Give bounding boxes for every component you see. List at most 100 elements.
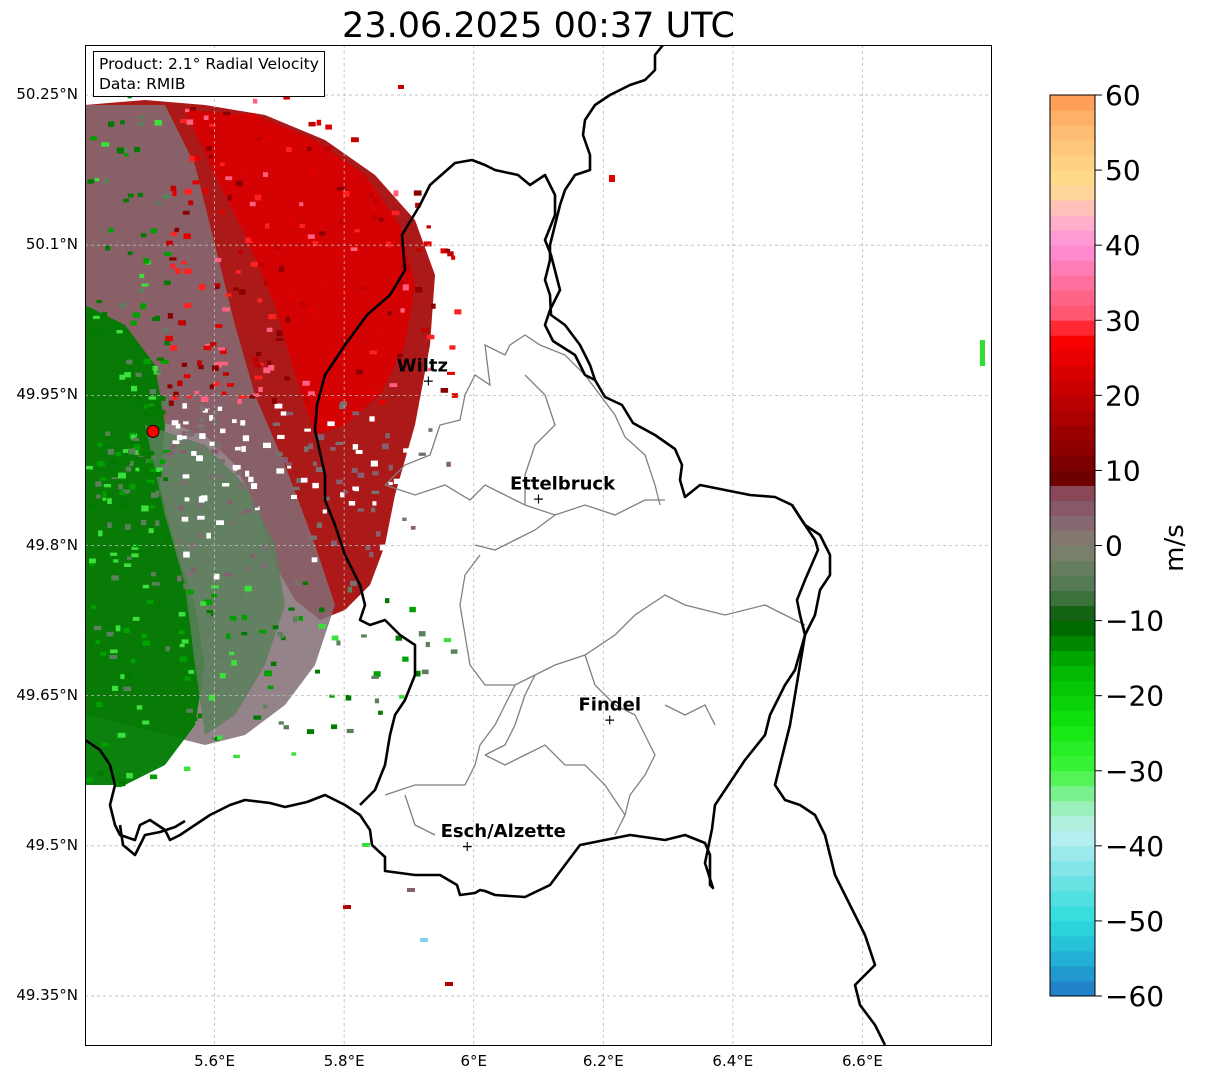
colorbar-cell xyxy=(1050,860,1095,877)
colorbar-tick-label: 30 xyxy=(1105,304,1141,337)
city-name: Wiltz xyxy=(397,355,448,376)
colorbar-cell xyxy=(1050,695,1095,712)
colorbar-cell xyxy=(1050,620,1095,637)
lat-tick-label: 50.1°N xyxy=(25,235,78,254)
city-marker-icon: + xyxy=(604,713,616,729)
city-marker-icon: + xyxy=(422,373,434,389)
colorbar-cell xyxy=(1050,275,1095,291)
product-label: Product: 2.1° Radial Velocity xyxy=(99,55,319,73)
data-source-label: Data: RMIB xyxy=(99,75,186,93)
colorbar-tick-label: −20 xyxy=(1105,680,1164,713)
lat-tick-label: 50.25°N xyxy=(16,85,78,104)
colorbar-tick-label: 40 xyxy=(1105,229,1141,262)
radar-map[interactable]: Wiltz+Ettelbruck+Findel+Esch/Alzette+ xyxy=(85,45,992,1046)
colorbar-ticks: −60 −50 −40 −30 −20 −10 0 10 20 30 40 50 60 xyxy=(1095,79,1164,1010)
colorbar-cell xyxy=(1050,755,1095,772)
colorbar-cell xyxy=(1050,155,1095,171)
colorbar-cell xyxy=(1050,440,1095,456)
city-wiltz: Wiltz+ xyxy=(397,355,448,389)
colorbar-cell xyxy=(1050,455,1095,471)
colorbar-cell xyxy=(1050,470,1095,486)
product-info-box: Product: 2.1° Radial Velocity Data: RMIB xyxy=(93,51,325,97)
colorbar-cell xyxy=(1050,815,1095,832)
lon-tick-label: 6.4°E xyxy=(712,1052,754,1070)
colorbar-cell xyxy=(1050,395,1095,411)
colorbar-cell xyxy=(1050,560,1095,577)
colorbar-cell xyxy=(1050,500,1095,516)
colorbar-cell xyxy=(1050,950,1095,967)
colorbar-cell xyxy=(1050,530,1095,546)
lat-tick-label: 49.8°N xyxy=(25,535,78,554)
colorbar-cell xyxy=(1050,590,1095,607)
colorbar-cell xyxy=(1050,575,1095,592)
echo-area-weak-negative xyxy=(145,425,285,735)
colorbar-cell xyxy=(1050,650,1095,667)
city-marker-icon: + xyxy=(533,491,545,507)
colorbar-cell xyxy=(1050,290,1095,306)
colorbar-cell xyxy=(1050,740,1095,757)
colorbar-cell xyxy=(1050,710,1095,727)
colorbar-cell xyxy=(1050,635,1095,652)
colorbar-cell xyxy=(1050,230,1095,246)
lon-tick-label: 5.6°E xyxy=(194,1052,235,1070)
colorbar-cell xyxy=(1050,605,1095,622)
luxembourg-border xyxy=(306,158,820,899)
city-esch-alzette: Esch/Alzette+ xyxy=(441,821,566,855)
city-labels: Wiltz+Ettelbruck+Findel+Esch/Alzette+ xyxy=(397,355,641,854)
colorbar-cell xyxy=(1050,245,1095,261)
lat-tick-label: 49.95°N xyxy=(16,385,78,404)
colorbar-cell xyxy=(1050,890,1095,907)
lon-tick-label: 6°E xyxy=(460,1052,487,1070)
lon-tick-label: 6.6°E xyxy=(842,1052,883,1070)
colorbar-tick-label: −10 xyxy=(1105,605,1164,638)
colorbar-cell xyxy=(1050,800,1095,817)
radar-echo-layer xyxy=(85,85,985,986)
colorbar: −60 −50 −40 −30 −20 −10 0 10 20 30 40 50 60 m/s xyxy=(1049,79,1190,1010)
lon-tick-label: 6.2°E xyxy=(582,1052,624,1070)
colorbar-cell xyxy=(1050,680,1095,697)
colorbar-cell xyxy=(1050,215,1095,231)
city-name: Ettelbruck xyxy=(510,473,616,494)
colorbar-cell xyxy=(1050,95,1095,111)
colorbar-tick-label: −30 xyxy=(1105,755,1164,788)
canton-borders xyxy=(384,334,806,836)
graticule xyxy=(85,45,992,1046)
colorbar-cell xyxy=(1050,170,1095,186)
colorbar-cell xyxy=(1050,875,1095,892)
lon-tick-label: 5.8°E xyxy=(323,1052,365,1070)
city-findel: Findel+ xyxy=(578,695,641,729)
colorbar-cell xyxy=(1050,770,1095,787)
colorbar-tick-label: −40 xyxy=(1105,830,1164,863)
colorbar-cell xyxy=(1050,665,1095,682)
echo-area-strong-positive xyxy=(185,110,415,435)
colorbar-cell xyxy=(1050,725,1095,742)
lat-tick-label: 49.35°N xyxy=(16,985,78,1004)
colorbar-cell xyxy=(1050,830,1095,847)
colorbar-tick-label: 0 xyxy=(1105,530,1123,563)
colorbar-cell xyxy=(1050,260,1095,276)
colorbar-cell xyxy=(1050,320,1095,336)
colorbar-cell xyxy=(1050,305,1095,321)
map-title: 23.06.2025 00:37 UTC xyxy=(342,6,735,46)
colorbar-label: m/s xyxy=(1160,524,1190,572)
city-ettelbruck: Ettelbruck+ xyxy=(510,473,616,507)
lat-tick-label: 49.5°N xyxy=(25,835,78,854)
colorbar-cell xyxy=(1050,515,1095,531)
colorbar-cell xyxy=(1050,935,1095,952)
colorbar-cell xyxy=(1050,125,1095,141)
colorbar-cell xyxy=(1050,545,1095,562)
colorbar-cell xyxy=(1050,140,1095,156)
colorbar-tick-label: −50 xyxy=(1105,905,1164,938)
colorbar-cells xyxy=(1050,95,1095,997)
colorbar-cell xyxy=(1050,200,1095,216)
belgium-france-border xyxy=(85,738,308,842)
city-marker-icon: + xyxy=(461,839,473,855)
colorbar-tick-label: −60 xyxy=(1105,980,1164,1010)
radar-site-marker[interactable] xyxy=(146,424,160,438)
colorbar-cell xyxy=(1050,845,1095,862)
colorbar-cell xyxy=(1050,350,1095,366)
colorbar-cell xyxy=(1050,965,1095,982)
colorbar-cell xyxy=(1050,785,1095,802)
germany-border xyxy=(543,45,665,381)
lat-tick-label: 49.65°N xyxy=(16,685,78,704)
